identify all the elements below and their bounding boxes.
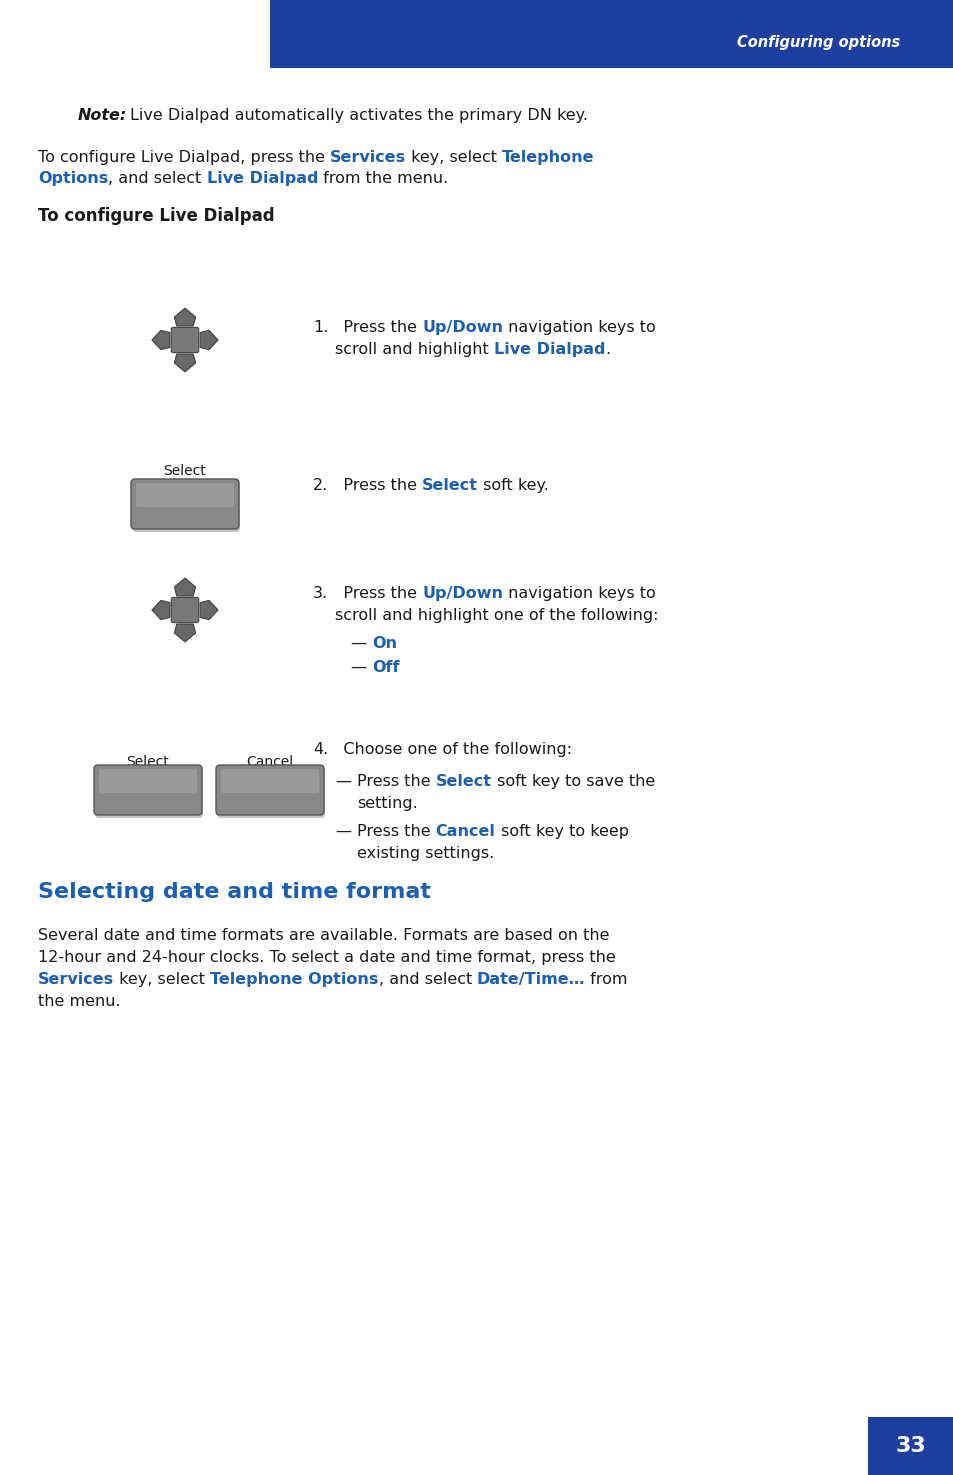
Text: —: — xyxy=(335,825,351,839)
Text: Choose one of the following:: Choose one of the following: xyxy=(328,742,572,757)
Text: key, select: key, select xyxy=(406,150,502,165)
Text: , and select: , and select xyxy=(378,972,476,987)
Polygon shape xyxy=(174,578,195,596)
Polygon shape xyxy=(174,624,195,642)
Text: 3.: 3. xyxy=(313,586,328,600)
Text: Off: Off xyxy=(372,659,399,676)
Text: Cancel: Cancel xyxy=(436,825,496,839)
Text: Press the: Press the xyxy=(328,586,422,600)
Text: navigation keys to: navigation keys to xyxy=(503,320,656,335)
Text: Services: Services xyxy=(330,150,406,165)
Text: .: . xyxy=(605,342,610,357)
Text: 12-hour and 24-hour clocks. To select a date and time format, press the: 12-hour and 24-hour clocks. To select a … xyxy=(38,950,615,965)
Text: soft key to keep: soft key to keep xyxy=(496,825,628,839)
FancyBboxPatch shape xyxy=(215,766,324,816)
Text: from: from xyxy=(585,972,627,987)
Text: 2.: 2. xyxy=(313,478,328,493)
Text: Live Dialpad automatically activates the primary DN key.: Live Dialpad automatically activates the… xyxy=(130,108,587,122)
FancyBboxPatch shape xyxy=(270,0,953,68)
Text: Several date and time formats are available. Formats are based on the: Several date and time formats are availa… xyxy=(38,928,609,943)
Text: Press the: Press the xyxy=(356,774,436,789)
Polygon shape xyxy=(174,308,195,326)
FancyBboxPatch shape xyxy=(221,768,318,794)
Text: Telephone: Telephone xyxy=(502,150,595,165)
FancyBboxPatch shape xyxy=(136,482,233,507)
Text: Live Dialpad: Live Dialpad xyxy=(494,342,605,357)
Text: , and select: , and select xyxy=(108,171,207,186)
Polygon shape xyxy=(174,354,195,372)
Text: To configure Live Dialpad: To configure Live Dialpad xyxy=(38,207,274,226)
Text: Telephone Options: Telephone Options xyxy=(210,972,378,987)
Text: Options: Options xyxy=(38,171,108,186)
Text: On: On xyxy=(372,636,396,650)
Text: soft key to save the: soft key to save the xyxy=(491,774,655,789)
Text: Cancel: Cancel xyxy=(246,755,294,768)
Text: 1.: 1. xyxy=(313,320,328,335)
Text: scroll and highlight one of the following:: scroll and highlight one of the followin… xyxy=(335,608,658,622)
FancyBboxPatch shape xyxy=(94,766,202,816)
Polygon shape xyxy=(152,330,170,350)
Text: the menu.: the menu. xyxy=(38,994,120,1009)
FancyBboxPatch shape xyxy=(216,768,325,819)
FancyBboxPatch shape xyxy=(867,1417,953,1475)
Text: Up/Down: Up/Down xyxy=(422,586,503,600)
Text: Select: Select xyxy=(164,465,206,478)
Text: soft key.: soft key. xyxy=(477,478,549,493)
Text: Select: Select xyxy=(436,774,491,789)
Text: 33: 33 xyxy=(895,1437,925,1456)
Text: Selecting date and time format: Selecting date and time format xyxy=(38,882,431,903)
Polygon shape xyxy=(200,330,218,350)
Text: existing settings.: existing settings. xyxy=(356,847,494,861)
Text: Up/Down: Up/Down xyxy=(422,320,503,335)
Text: Date/Time…: Date/Time… xyxy=(476,972,585,987)
Text: Press the: Press the xyxy=(356,825,436,839)
FancyBboxPatch shape xyxy=(132,482,240,532)
Text: To configure Live Dialpad, press the: To configure Live Dialpad, press the xyxy=(38,150,330,165)
Text: setting.: setting. xyxy=(356,796,417,811)
FancyBboxPatch shape xyxy=(95,768,203,819)
FancyBboxPatch shape xyxy=(171,327,198,353)
Text: Services: Services xyxy=(38,972,114,987)
Polygon shape xyxy=(200,600,218,620)
FancyBboxPatch shape xyxy=(99,768,196,794)
Text: —: — xyxy=(350,659,366,676)
Polygon shape xyxy=(152,600,170,620)
Text: —: — xyxy=(350,636,366,650)
Text: Configuring options: Configuring options xyxy=(736,34,899,50)
Text: Press the: Press the xyxy=(328,320,422,335)
Text: from the menu.: from the menu. xyxy=(317,171,448,186)
Text: Select: Select xyxy=(422,478,477,493)
FancyBboxPatch shape xyxy=(171,597,198,622)
Text: Live Dialpad: Live Dialpad xyxy=(207,171,317,186)
Text: Press the: Press the xyxy=(328,478,422,493)
Text: Select: Select xyxy=(127,755,170,768)
Text: 4.: 4. xyxy=(313,742,328,757)
Text: key, select: key, select xyxy=(114,972,210,987)
Text: —: — xyxy=(335,774,351,789)
Text: scroll and highlight: scroll and highlight xyxy=(335,342,494,357)
Text: navigation keys to: navigation keys to xyxy=(503,586,656,600)
Text: Note:: Note: xyxy=(78,108,127,122)
FancyBboxPatch shape xyxy=(131,479,239,530)
